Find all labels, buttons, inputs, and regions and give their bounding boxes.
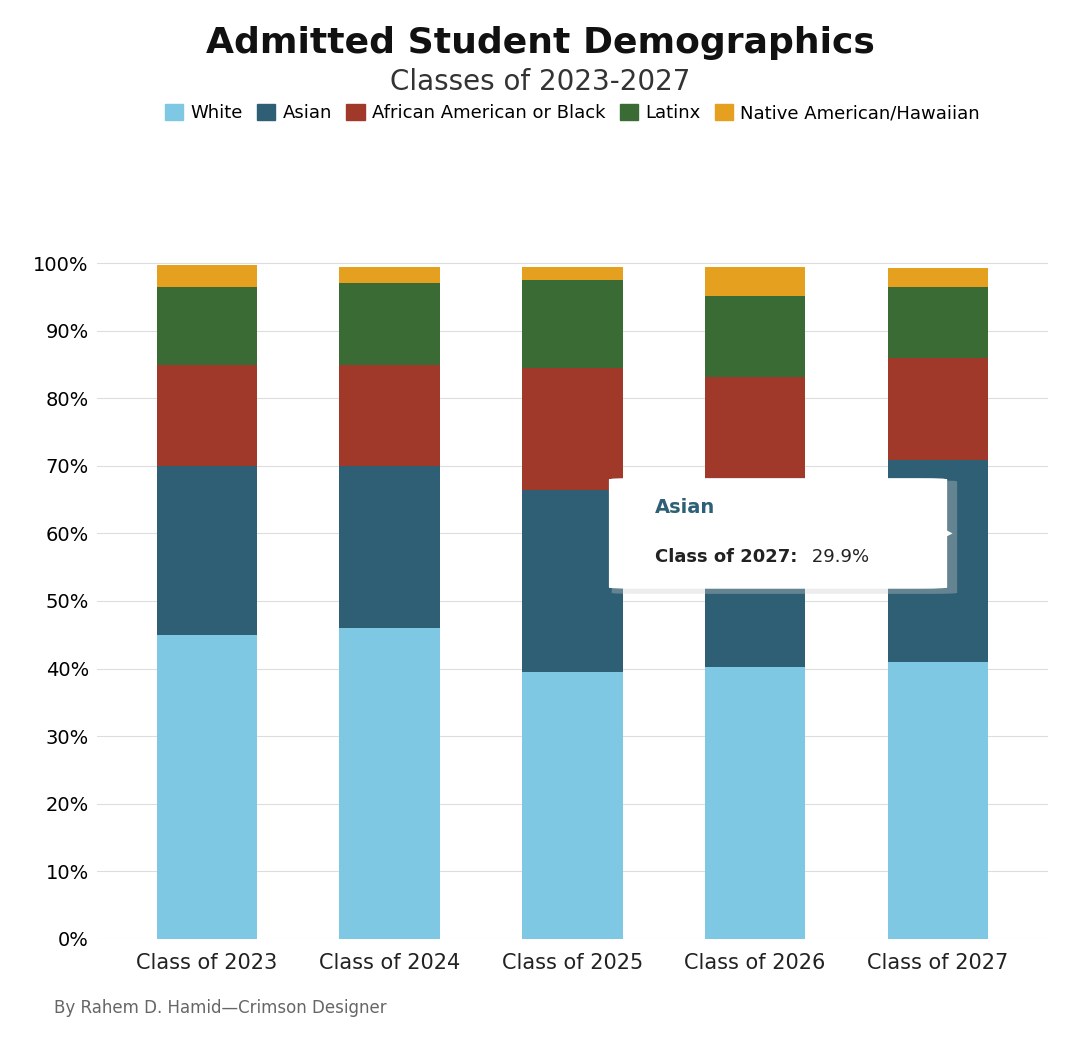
- Bar: [705, 295, 806, 377]
- Text: Classes of 2023-2027: Classes of 2023-2027: [390, 68, 690, 96]
- Bar: [705, 377, 806, 478]
- Bar: [339, 284, 440, 365]
- FancyBboxPatch shape: [609, 479, 947, 588]
- Bar: [522, 281, 623, 368]
- Polygon shape: [920, 516, 953, 551]
- Bar: [339, 628, 440, 939]
- Bar: [522, 368, 623, 489]
- Bar: [157, 365, 257, 466]
- Bar: [522, 267, 623, 281]
- Legend: White, Asian, African American or Black, Latinx, Native American/Hawaiian: White, Asian, African American or Black,…: [158, 97, 987, 129]
- Bar: [157, 635, 257, 939]
- FancyBboxPatch shape: [609, 479, 947, 588]
- Text: Asian: Asian: [654, 499, 715, 517]
- Bar: [339, 365, 440, 466]
- Bar: [705, 267, 806, 295]
- Text: Admitted Student Demographics: Admitted Student Demographics: [205, 26, 875, 60]
- Bar: [888, 358, 988, 460]
- Bar: [157, 466, 257, 635]
- Text: Class of 2027:: Class of 2027:: [654, 548, 797, 566]
- Bar: [339, 466, 440, 628]
- Text: By Rahem D. Hamid—Crimson Designer: By Rahem D. Hamid—Crimson Designer: [54, 999, 387, 1017]
- Bar: [888, 287, 988, 358]
- Bar: [339, 267, 440, 284]
- Text: 29.9%: 29.9%: [807, 548, 869, 566]
- Bar: [522, 489, 623, 672]
- Bar: [705, 668, 806, 939]
- Bar: [705, 478, 806, 668]
- FancyBboxPatch shape: [611, 481, 957, 593]
- Bar: [888, 268, 988, 287]
- Bar: [522, 672, 623, 939]
- Bar: [157, 287, 257, 365]
- Bar: [888, 662, 988, 939]
- Bar: [157, 265, 257, 287]
- Bar: [888, 460, 988, 662]
